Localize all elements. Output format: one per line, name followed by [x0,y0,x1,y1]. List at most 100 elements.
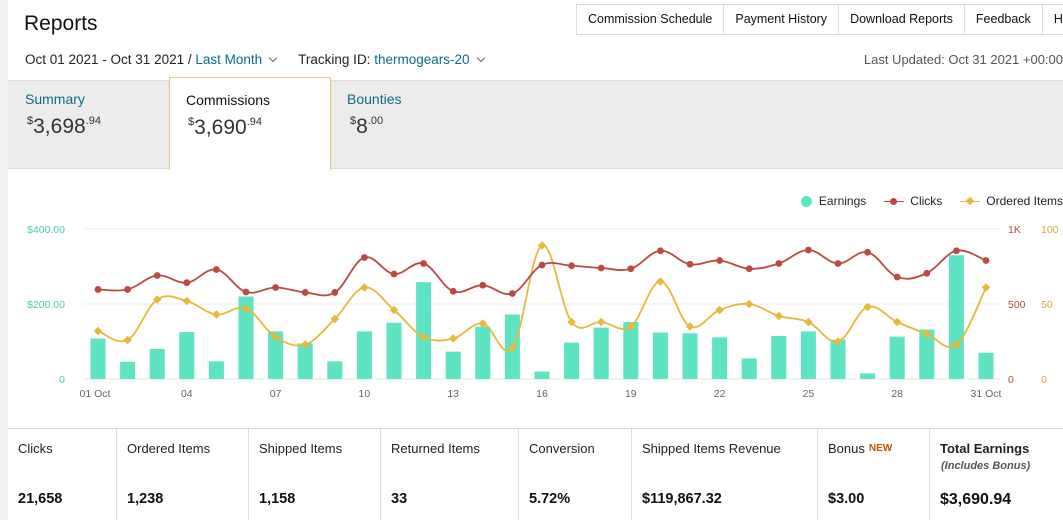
clicks-point [124,286,131,293]
ordered-items-point [212,310,221,319]
help-button[interactable]: Help [1041,5,1063,35]
report-tabs: Summary $3,698.94 Commissions $3,690.94 … [8,77,1063,172]
ordered-items-point [508,343,517,352]
x-axis-tick-label: 25 [803,388,815,400]
earnings-bar [120,361,136,379]
items-axis-tick-label: 0 [1041,374,1047,386]
tab-bounties[interactable]: Bounties $8.00 [347,81,487,169]
stat-bonus-label: Bonus NEW [828,441,893,456]
stat-conversion: Conversion 5.72% [519,429,632,520]
stat-shipped-items-label: Shipped Items [259,441,343,456]
ordered-items-point [271,332,280,342]
stat-ordered-items: Ordered Items 1,238 [117,429,249,520]
ordered-items-point [626,322,636,331]
legend-ordered-items-label: Ordered Items [986,194,1063,208]
ordered-items-line [97,244,987,352]
stat-clicks: Clicks 21,658 [8,429,117,520]
legend-earnings[interactable]: Earnings [800,194,867,208]
x-axis-tick-label: 22 [714,388,726,400]
chevron-down-icon[interactable] [476,53,485,63]
chevron-down-icon[interactable] [268,53,278,63]
earnings-bar [889,336,905,379]
clicks-point [775,260,783,267]
earnings-bar [652,332,668,379]
tracking-id-dropdown[interactable]: thermogears-20 [374,52,470,67]
earnings-bar [534,371,550,379]
earnings-bar [919,329,935,379]
new-badge: NEW [868,443,893,454]
clicks-point [509,290,516,297]
ordered-items-point [419,332,428,342]
ordered-items-point [123,335,132,345]
tab-commissions-label: Commissions [186,92,271,108]
items-axis-tick-label: 50 [1041,299,1053,311]
clicks-point [538,261,546,269]
legend-earnings-label: Earnings [818,194,867,208]
earnings-bar [800,331,816,379]
clicks-point [361,254,368,261]
ordered-items-point [656,277,665,286]
earnings-bar [327,361,343,379]
clicks-point [864,248,871,256]
items-axis-tick-label: 100 [1041,224,1059,236]
earnings-bar [386,322,402,379]
earnings-bar [445,351,461,379]
ordered-items-point [922,329,932,339]
earnings-bar [238,296,254,379]
chart-panel [8,170,1063,428]
earnings-bar [268,331,284,379]
clicks-line [97,249,987,297]
commission-schedule-button[interactable]: Commission Schedule [576,5,724,35]
legend-ordered-items[interactable]: Ordered Items [960,194,1063,208]
x-axis-tick-label: 10 [359,388,371,400]
download-reports-button[interactable]: Download Reports [838,5,964,35]
stat-total-earnings-label: Total Earnings [940,441,1030,456]
clicks-point [982,257,990,264]
earnings-swatch [800,195,812,207]
clicks-point [479,281,487,289]
stats-bar: Clicks 21,658 Ordered Items 1,238 Shippe… [8,428,1063,520]
left-axis-tick-label: $400.00 [27,224,65,236]
clicks-point [213,266,220,273]
payment-history-button[interactable]: Payment History [723,5,839,35]
clicks-axis-tick-label: 1K [1008,224,1021,236]
date-preset-dropdown[interactable]: Last Month [195,52,263,67]
x-axis-tick-label: 28 [891,388,903,400]
earnings-bar [356,331,372,379]
clicks-point [597,264,605,272]
x-axis-tick-label: 07 [270,388,282,400]
feedback-button[interactable]: Feedback [963,5,1042,35]
ordered-items-point [478,319,488,328]
ordered-items-point [241,304,251,313]
earnings-bar [593,327,609,379]
chart-legend: Earnings Clicks Ordered Items [783,194,1063,208]
tab-commissions-value: $3,690.94 [188,116,262,139]
stat-ordered-items-label: Ordered Items [127,441,211,456]
earnings-bar [741,358,757,379]
stat-returned-items-value: 33 [391,491,408,507]
x-axis-tick-label: 04 [181,388,193,400]
clicks-axis-tick-label: 0 [1008,374,1014,386]
tab-commissions[interactable]: Commissions $3,690.94 [169,77,331,172]
clicks-point [183,279,191,287]
ordered-items-point [360,283,369,292]
earnings-bar [416,282,432,379]
earnings-chart: 0 $200.00 $400.00 0 500 1K 0 50 100 01 Oct 04 07 10 1… [27,224,1059,400]
last-updated-text: Last Updated: Oct 31 2021 +00:00 [863,52,1063,67]
ordered-items-point [744,299,754,309]
stat-clicks-value: 21,658 [18,491,63,507]
stat-returned-items: Returned Items 33 [381,429,519,520]
report-header: Reports Commission Schedule Payment Hist… [8,0,1063,86]
ordered-items-point [596,317,606,327]
earnings-bar [860,373,876,379]
stat-bonus: Bonus NEW $3.00 [818,429,930,520]
ordered-items-point [774,311,784,321]
earnings-bar [179,332,195,379]
x-axis-tick-label: 31 Oct [971,388,1002,400]
tab-summary[interactable]: Summary $3,698.94 [25,81,165,169]
earnings-bar [208,361,224,379]
clicks-point [242,288,250,296]
legend-clicks[interactable]: Clicks [884,194,942,208]
earnings-bar [564,342,580,379]
ordered-items-point [981,283,991,292]
